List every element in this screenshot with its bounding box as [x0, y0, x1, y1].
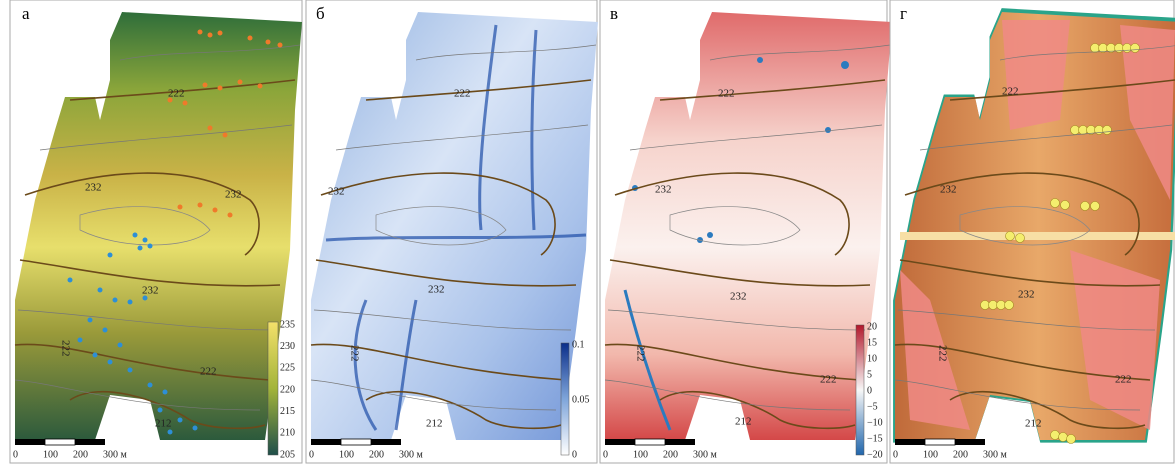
contour-label: 232 — [85, 182, 102, 194]
colorbar — [856, 325, 864, 455]
scale-label: 0 — [603, 449, 608, 460]
contour-label: 232 — [142, 285, 159, 297]
contour-label: 222 — [1002, 86, 1019, 98]
contour-label: 212 — [426, 418, 443, 430]
colorbar-tick-label: 215 — [280, 406, 295, 417]
panel-label: в — [610, 4, 618, 23]
scale-label: 300 м — [983, 449, 1008, 460]
scale-bar — [311, 439, 401, 445]
contour-label: 222 — [454, 88, 471, 100]
colorbar — [268, 322, 278, 455]
colorbar-tick-label: 235 — [280, 319, 295, 330]
scale-bar — [895, 439, 985, 445]
scale-bar — [15, 439, 105, 445]
contour-label: 232 — [730, 291, 747, 303]
panel-b: б 222 232 232 222 212 0.1 0.05 0 0 100 200 30… — [306, 0, 598, 463]
colorbar — [561, 343, 569, 455]
colorbar-tick-label: 0 — [572, 449, 577, 460]
panel-a: а 222 232 232 232 222 222 212 235 230 225 2… — [10, 0, 302, 463]
contour-label: 222 — [1115, 374, 1132, 386]
colorbar-tick-label: 15 — [867, 337, 877, 348]
contour-label: 232 — [940, 184, 957, 196]
colorbar-tick-label: 20 — [867, 321, 877, 332]
scale-label: 200 — [953, 449, 968, 460]
scale-label: 0 — [309, 449, 314, 460]
contour-label: 212 — [1025, 418, 1042, 430]
colorbar-tick-label: −15 — [867, 433, 883, 444]
figure: а 222 232 232 232 222 222 212 235 230 225 2… — [0, 0, 1175, 465]
colorbar-tick-label: 230 — [280, 341, 295, 352]
colorbar-tick-label: 10 — [867, 353, 877, 364]
contour-label: 232 — [655, 184, 672, 196]
panel-label: г — [900, 4, 907, 23]
colorbar-tick-label: 0 — [867, 385, 872, 396]
contour-label: 212 — [155, 418, 172, 430]
colorbar-tick-label: −5 — [867, 401, 878, 412]
scale-label: 100 — [339, 449, 354, 460]
colorbar-tick-label: −20 — [867, 449, 883, 460]
scale-bar — [605, 439, 695, 445]
contour-label: 222 — [634, 345, 646, 362]
contour-label: 232 — [428, 284, 445, 296]
scale-label: 200 — [73, 449, 88, 460]
contour-label: 212 — [735, 416, 752, 428]
scale-label: 0 — [893, 449, 898, 460]
colorbar-tick-label: −10 — [867, 417, 883, 428]
scale-label: 300 м — [399, 449, 424, 460]
colorbar-tick-label: 210 — [280, 428, 295, 439]
contour-label: 222 — [200, 366, 217, 378]
contour-label: 222 — [348, 345, 360, 362]
scale-label: 200 — [369, 449, 384, 460]
contour-label: 222 — [168, 88, 185, 100]
colorbar-tick-label: 0.1 — [572, 339, 585, 350]
scale-label: 100 — [923, 449, 938, 460]
contour-label: 222 — [936, 345, 948, 362]
contour-label: 222 — [718, 88, 735, 100]
valley-line — [900, 232, 1175, 240]
colorbar-tick-label: 5 — [867, 369, 872, 380]
scale-label: 300 м — [103, 449, 128, 460]
scale-label: 100 — [633, 449, 648, 460]
panel-d: г 222 232 232 222 222 212 0 100 200 300 м — [890, 0, 1175, 463]
panel-c: в 222 232 232 222 222 212 20 15 10 5 0 −5 −10 −… — [600, 0, 892, 463]
contour-label: 222 — [820, 374, 837, 386]
colorbar-tick-label: 0.05 — [572, 394, 590, 405]
contour-label: 232 — [328, 186, 345, 198]
colorbar-tick-label: 220 — [280, 384, 295, 395]
contour-label: 232 — [1018, 289, 1035, 301]
colorbar-tick-label: 225 — [280, 363, 295, 374]
panel-label: а — [22, 4, 30, 23]
colorbar-tick-label: 205 — [280, 449, 295, 460]
scale-label: 100 — [43, 449, 58, 460]
contour-label: 232 — [225, 189, 242, 201]
contour-label: 222 — [59, 340, 71, 357]
scale-label: 0 — [13, 449, 18, 460]
panel-label: б — [316, 4, 325, 23]
scale-label: 200 — [663, 449, 678, 460]
scale-label: 300 м — [693, 449, 718, 460]
